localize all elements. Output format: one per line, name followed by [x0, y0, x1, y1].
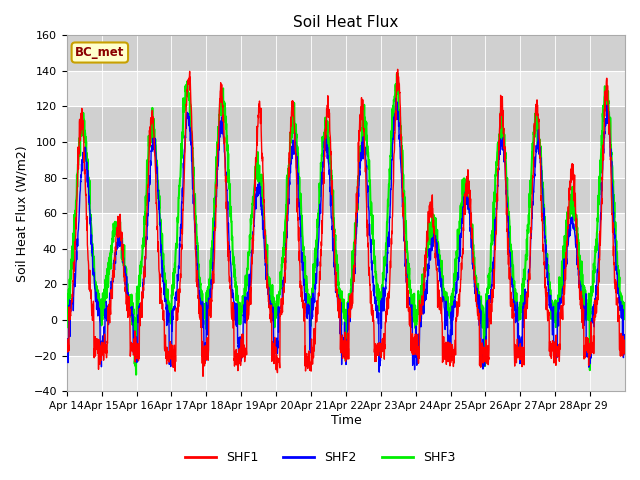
SHF1 [515, 348, 522, 354]
Bar [67, 36, 625, 71]
SHF3 [621, 312, 629, 318]
Y-axis label: Soil Heat Flux (W/m2): Soil Heat Flux (W/m2) [15, 145, 28, 282]
Title: Soil Heat Flux: Soil Heat Flux [293, 15, 399, 30]
Bar [67, 320, 625, 356]
SHF1 [199, 373, 207, 379]
Bar [67, 356, 625, 391]
SHF1 [63, 347, 70, 353]
Bar [67, 107, 625, 142]
SHF3 [380, 275, 387, 280]
Bar [67, 284, 625, 320]
Text: BC_met: BC_met [75, 46, 125, 59]
SHF2 [118, 255, 126, 261]
SHF3 [394, 71, 401, 76]
SHF2 [239, 344, 247, 350]
Line: SHF1: SHF1 [67, 69, 625, 376]
SHF1 [380, 341, 387, 347]
SHF2 [621, 335, 629, 341]
SHF2 [392, 96, 400, 101]
Legend: SHF1, SHF2, SHF3: SHF1, SHF2, SHF3 [180, 446, 460, 469]
SHF1 [239, 352, 247, 358]
Bar [67, 71, 625, 107]
Bar [67, 249, 625, 284]
SHF3 [132, 372, 140, 378]
SHF1 [118, 249, 126, 255]
SHF2 [380, 304, 387, 310]
X-axis label: Time: Time [330, 414, 361, 427]
Bar [67, 142, 625, 178]
SHF3 [118, 255, 126, 261]
SHF3 [239, 295, 247, 300]
SHF2 [614, 287, 621, 292]
SHF3 [515, 318, 522, 324]
SHF2 [546, 293, 554, 299]
Line: SHF2: SHF2 [67, 98, 625, 372]
SHF1 [621, 343, 629, 348]
SHF3 [63, 324, 70, 330]
SHF2 [376, 369, 383, 375]
Line: SHF3: SHF3 [67, 73, 625, 375]
SHF1 [546, 347, 554, 353]
SHF3 [546, 288, 554, 294]
SHF3 [614, 271, 621, 277]
SHF2 [63, 359, 70, 365]
Bar [67, 178, 625, 213]
Bar [67, 213, 625, 249]
SHF1 [394, 66, 401, 72]
SHF1 [614, 295, 621, 301]
SHF2 [515, 339, 522, 345]
